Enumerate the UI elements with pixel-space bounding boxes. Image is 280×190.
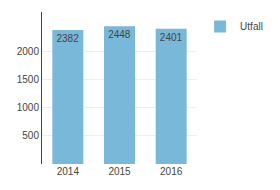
svg-text:500: 500: [22, 130, 39, 141]
svg-text:2014: 2014: [57, 166, 80, 177]
svg-text:1500: 1500: [17, 74, 40, 85]
svg-text:2000: 2000: [17, 46, 40, 57]
svg-text:2401: 2401: [160, 32, 183, 43]
svg-text:2016: 2016: [160, 166, 183, 177]
svg-text:Utfall: Utfall: [240, 21, 263, 32]
svg-text:2382: 2382: [56, 33, 79, 44]
svg-text:1000: 1000: [17, 102, 40, 113]
svg-text:2448: 2448: [108, 29, 131, 40]
svg-text:2015: 2015: [108, 166, 131, 177]
